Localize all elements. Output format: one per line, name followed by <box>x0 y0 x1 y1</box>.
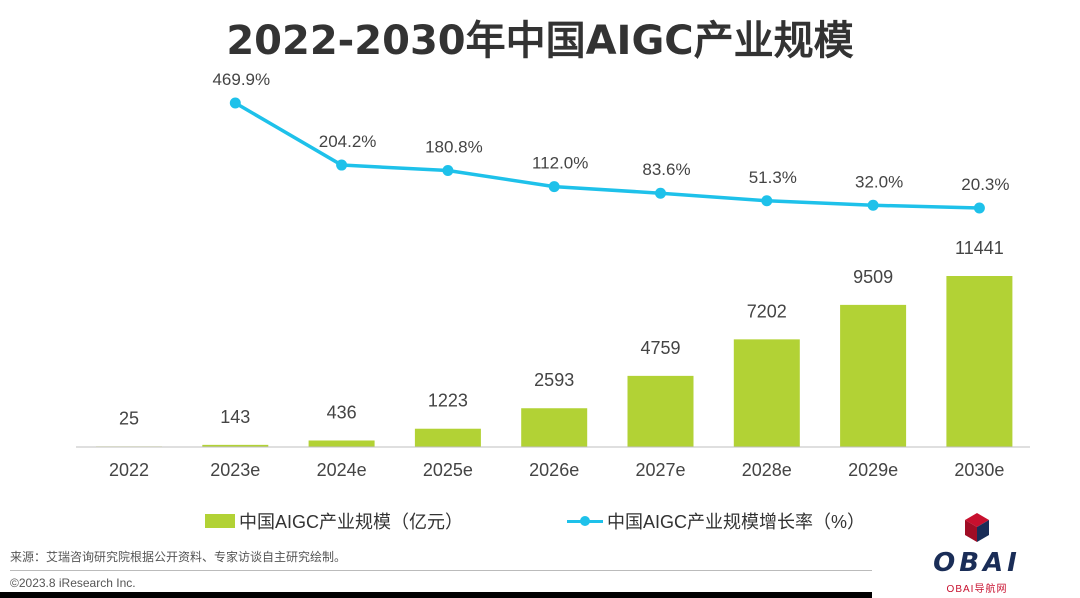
bar-2028e <box>733 339 800 447</box>
bar-2027e <box>627 375 694 447</box>
x-tick-label-2025e: 2025e <box>423 460 473 480</box>
bar-2023e <box>202 444 269 447</box>
growth-rate-label-2028e: 51.3% <box>749 168 797 187</box>
growth-rate-line <box>234 101 980 210</box>
bars-layer <box>96 276 1013 447</box>
growth-rate-label-2030e: 20.3% <box>961 175 1009 194</box>
copyright-text: ©2023.8 iResearch Inc. <box>10 576 136 590</box>
growth-rate-point-2024e <box>336 159 348 171</box>
chart-svg: 25 2022 143 2023e 436 2024e 1223 2025e 2593 2026e… <box>76 70 1030 480</box>
bar-2024e <box>308 440 375 447</box>
legend-line-label: 中国AIGC产业规模增长率（%） <box>607 512 866 532</box>
bar-2030e <box>946 276 1013 447</box>
legend-item-bar: 中国AIGC产业规模（亿元） <box>205 508 463 534</box>
growth-rate-point-2027e <box>655 187 666 199</box>
legend-line-swatch <box>567 514 603 528</box>
line-layer <box>229 97 985 214</box>
growth-rate-point-2029e <box>867 199 879 211</box>
labels-layer: 25 2022 143 2023e 436 2024e 1223 2025e 2593 2026e… <box>109 70 1010 480</box>
bar-2029e <box>840 304 907 447</box>
bar-value-label-2025e: 1223 <box>428 391 468 411</box>
growth-rate-label-2026e: 112.0% <box>532 154 588 173</box>
growth-rate-point-2026e <box>548 181 560 193</box>
bar-2026e <box>521 408 588 447</box>
growth-rate-point-2030e <box>973 202 985 214</box>
logo-text: OBAI <box>933 548 1021 578</box>
growth-rate-label-2029e: 32.0% <box>855 172 903 191</box>
bar-value-label-2023e: 143 <box>220 407 250 427</box>
legend-bar-label: 中国AIGC产业规模（亿元） <box>239 512 464 532</box>
growth-rate-point-2023e <box>229 97 241 109</box>
bar-2025e <box>414 428 481 447</box>
legend-bar-swatch <box>205 514 235 528</box>
growth-rate-label-2025e: 180.8% <box>425 138 483 157</box>
x-tick-label-2030e: 2030e <box>954 460 1004 480</box>
x-tick-label-2023e: 2023e <box>210 460 260 480</box>
legend: 中国AIGC产业规模（亿元） 中国AIGC产业规模增长率（%） <box>0 508 1080 532</box>
logo-cube-icon <box>965 513 989 542</box>
logo-subtitle: OBAI导航网 <box>946 584 1008 595</box>
growth-rate-point-2025e <box>442 165 454 177</box>
x-tick-label-2027e: 2027e <box>635 460 685 480</box>
x-tick-label-2029e: 2029e <box>848 460 898 480</box>
bar-value-label-2029e: 9509 <box>853 267 893 287</box>
x-tick-label-2024e: 2024e <box>317 460 367 480</box>
bar-value-label-2024e: 436 <box>327 402 357 422</box>
growth-rate-label-2023e: 469.9% <box>212 70 270 89</box>
footer-divider <box>10 570 872 571</box>
obai-logo: OBAI OBAI导航网 <box>922 512 1032 598</box>
growth-rate-label-2027e: 83.6% <box>642 160 690 179</box>
x-tick-label-2026e: 2026e <box>529 460 579 480</box>
chart-title: 2022-2030年中国AIGC产业规模 <box>226 18 854 64</box>
bar-value-label-2027e: 4759 <box>640 338 680 358</box>
bar-value-label-2026e: 2593 <box>534 370 574 390</box>
legend-item-line: 中国AIGC产业规模增长率（%） <box>567 508 865 534</box>
bottom-band <box>0 592 872 598</box>
bar-value-label-2028e: 7202 <box>747 301 787 321</box>
x-tick-label-2022: 2022 <box>109 460 149 480</box>
x-tick-label-2028e: 2028e <box>742 460 792 480</box>
growth-rate-point-2028e <box>761 195 773 207</box>
bar-value-label-2022: 25 <box>119 408 139 428</box>
growth-rate-label-2024e: 204.2% <box>319 132 377 151</box>
bar-value-label-2030e: 11441 <box>955 238 1004 258</box>
source-note: 来源：艾瑞咨询研究院根据公开资料、专家访谈自主研究绘制。 <box>10 550 347 564</box>
